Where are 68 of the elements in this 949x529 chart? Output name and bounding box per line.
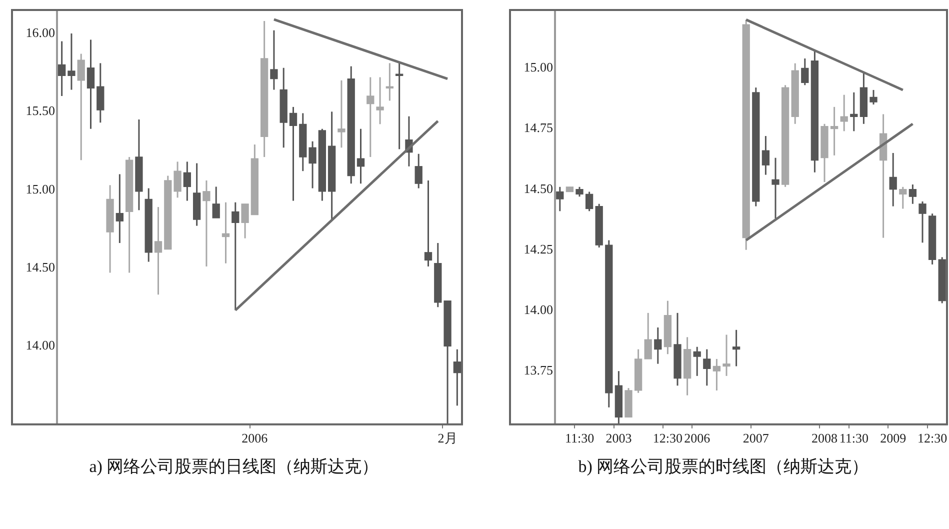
x-tick-label: 2006 xyxy=(684,430,711,446)
y-tick-label: 14.50 xyxy=(524,180,553,196)
candlestick xyxy=(202,180,210,268)
x-tick-label: 11:30 xyxy=(564,430,594,446)
candlestick xyxy=(585,191,594,212)
candlestick xyxy=(308,140,316,190)
candlestick xyxy=(154,206,162,296)
candlestick xyxy=(116,173,124,244)
candlestick xyxy=(424,180,432,268)
y-tick-label: 14.75 xyxy=(524,120,553,136)
candlestick xyxy=(556,186,564,212)
candlestick xyxy=(86,38,95,130)
candlestick xyxy=(654,326,662,365)
candlestick xyxy=(762,135,770,176)
y-tick-label: 14.50 xyxy=(26,259,55,274)
candlestick xyxy=(703,348,711,386)
candlestick xyxy=(772,157,780,220)
y-tick-label: 14.00 xyxy=(26,338,55,353)
y-tick-label: 14.25 xyxy=(524,241,553,256)
y-tick-label: 14.00 xyxy=(524,302,553,317)
candlestick xyxy=(899,186,907,210)
x-tick-label: 2月 xyxy=(438,430,458,446)
candlestick xyxy=(232,202,240,311)
candlestick xyxy=(918,200,926,244)
candlestick xyxy=(212,186,220,219)
candlestick xyxy=(801,58,809,86)
x-tick-label: 12:30 xyxy=(917,430,948,446)
candlestick xyxy=(376,76,384,125)
x-tick-label: 2007 xyxy=(742,430,770,446)
x-tick-label: 2009 xyxy=(880,430,906,446)
candlestick xyxy=(850,92,858,132)
x-tick-label: 11:30 xyxy=(839,430,868,446)
y-tick-label: 15.00 xyxy=(26,181,55,196)
candlestick xyxy=(712,358,721,392)
x-tick-label: 12:30 xyxy=(652,430,683,446)
text: b) 网络公司股票的时线图（纳斯达克） xyxy=(577,456,870,478)
candlestick xyxy=(644,312,652,360)
candlestick xyxy=(830,106,838,156)
candlestick xyxy=(414,153,422,190)
candlestick xyxy=(338,80,346,148)
y-tick-label: 16.00 xyxy=(26,24,55,40)
x-tick-label: 2003 xyxy=(606,430,632,446)
candlestick xyxy=(732,329,740,367)
y-tick-label: 15.00 xyxy=(524,60,553,75)
candlestick xyxy=(870,89,878,106)
candlestick xyxy=(453,348,462,406)
candlestick xyxy=(356,128,365,184)
candlestick xyxy=(174,160,182,198)
candlestick xyxy=(722,334,730,377)
candlestick xyxy=(908,184,917,205)
candlestick xyxy=(183,160,192,202)
candlestick xyxy=(889,152,897,208)
candlestick xyxy=(366,76,374,158)
candlestick xyxy=(77,53,85,161)
candlestick xyxy=(68,32,76,91)
candlestick xyxy=(58,40,66,97)
candlestick xyxy=(222,202,230,264)
candlestick xyxy=(693,346,701,377)
y-tick-label: 13.75 xyxy=(524,362,553,378)
candlestick xyxy=(576,186,584,198)
candlestick xyxy=(241,203,249,240)
candlestick xyxy=(270,30,278,91)
text: a) 网络公司股票的日线图（纳斯达克） xyxy=(88,456,380,478)
x-tick-label: 2006 xyxy=(242,430,268,446)
x-tick-label: 2008 xyxy=(812,430,838,446)
y-tick-label: 15.50 xyxy=(26,103,55,118)
candlestick xyxy=(840,94,848,132)
candlestick xyxy=(289,106,298,202)
